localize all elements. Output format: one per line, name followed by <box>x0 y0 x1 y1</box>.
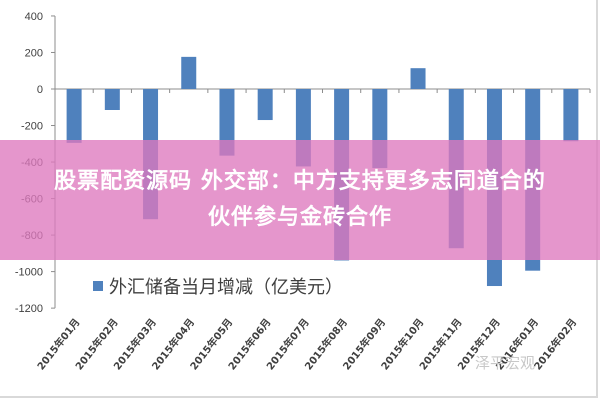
bar <box>410 68 426 89</box>
bar <box>104 89 120 110</box>
bar <box>66 89 82 143</box>
bar <box>219 89 235 156</box>
y-tick-label: 0 <box>37 84 43 96</box>
headline-banner <box>0 140 600 260</box>
bar <box>181 56 197 89</box>
y-tick-label: 200 <box>25 47 43 59</box>
headline-line-1: 股票配资源码 外交部：中方支持更多志同道合的 <box>54 169 546 194</box>
y-tick-label: -1000 <box>15 267 43 279</box>
watermark: 泽平宏观 <box>475 354 536 372</box>
y-tick-label: -1200 <box>15 303 43 315</box>
y-tick-label: 400 <box>25 11 43 23</box>
headline[interactable]: 股票配资源码 外交部：中方支持更多志同道合的 伙伴参与金砖合作 <box>0 164 600 236</box>
chart-legend: 外汇储备当月增减（亿美元） <box>93 273 343 299</box>
y-tick-label: -200 <box>21 121 43 133</box>
legend-label: 外汇储备当月增减（亿美元） <box>109 277 343 298</box>
bar <box>563 89 579 142</box>
legend-swatch <box>93 281 103 291</box>
headline-line-2: 伙伴参与金砖合作 <box>207 205 392 230</box>
bar <box>257 89 273 121</box>
